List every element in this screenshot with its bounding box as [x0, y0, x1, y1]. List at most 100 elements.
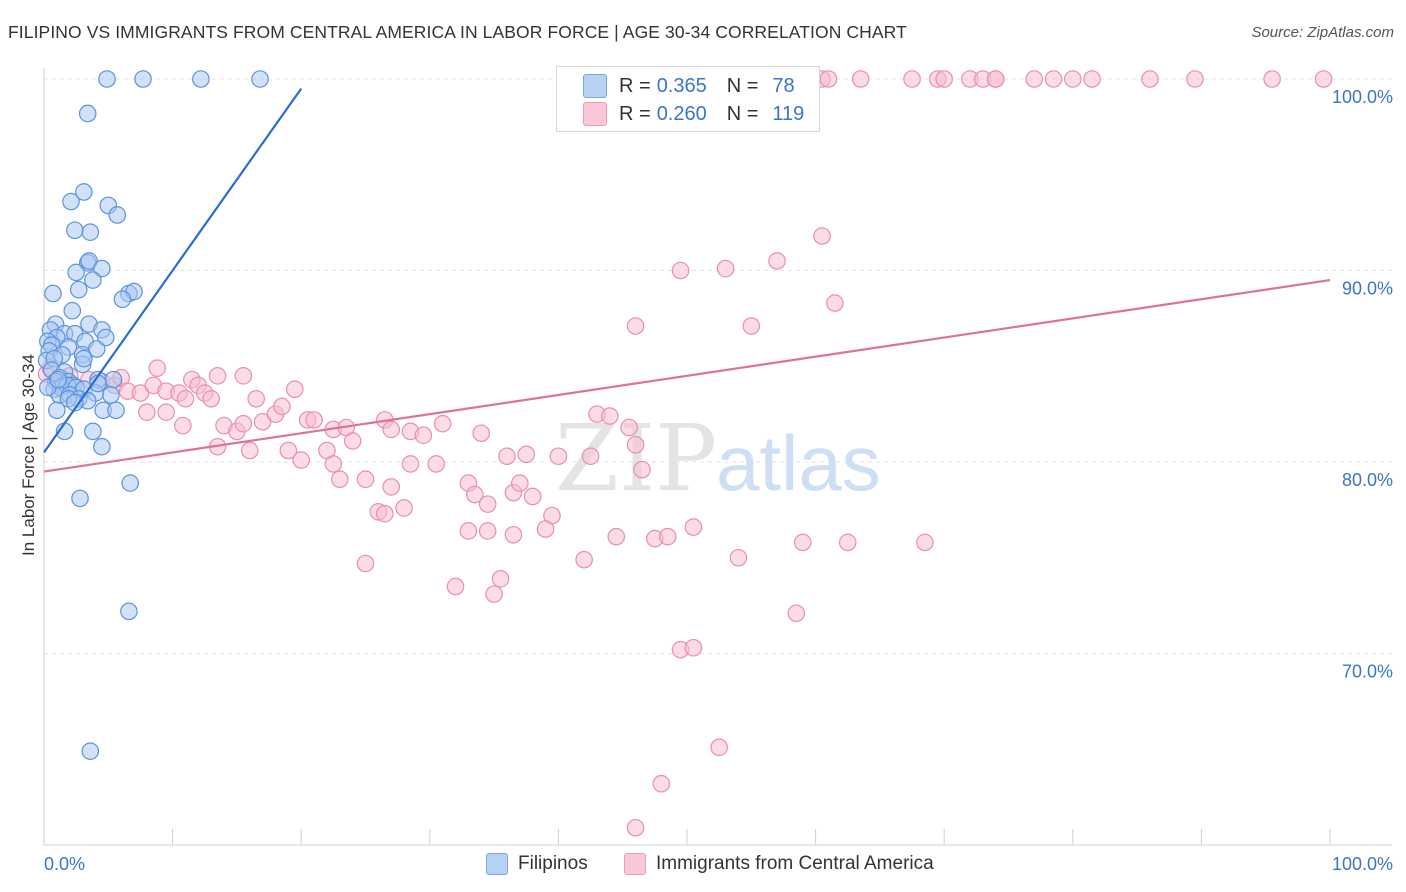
legend-r-label: R =: [619, 74, 651, 97]
bottom-legend-swatch-blue: [486, 853, 508, 875]
data-point: [504, 525, 523, 544]
legend-n-label: N =: [726, 74, 759, 97]
data-point: [48, 401, 66, 420]
data-point: [485, 585, 503, 603]
data-point: [536, 520, 555, 538]
data-point: [44, 284, 62, 303]
legend-row-filipinos: R = 0.365 N = 78: [583, 73, 795, 99]
data-point: [935, 70, 953, 88]
data-point: [478, 495, 497, 513]
data-point: [120, 602, 138, 621]
data-point: [63, 301, 82, 320]
data-point: [1141, 70, 1159, 88]
y-tick-label: 100.0%: [1332, 87, 1393, 107]
legend-r-value: 0.260: [656, 102, 707, 125]
x-tick-label: 0.0%: [44, 854, 85, 874]
watermark-atlas: atlas: [716, 419, 881, 507]
data-point: [523, 487, 542, 506]
data-point: [240, 441, 259, 460]
data-point: [729, 548, 748, 567]
data-point: [742, 317, 761, 335]
y-axis-label: In Labor Force | Age 30-34: [19, 354, 38, 556]
data-point: [67, 263, 85, 282]
data-point: [324, 455, 343, 473]
data-point: [292, 451, 310, 469]
legend-row-immigrants: R = 0.260 N = 119: [583, 101, 804, 127]
bottom-legend-swatch-pink: [624, 853, 646, 875]
data-point: [81, 223, 100, 241]
data-point: [626, 435, 645, 454]
legend-swatch-blue: [583, 74, 607, 98]
data-point: [84, 422, 102, 441]
data-point: [234, 414, 253, 433]
watermark-zip: ZIP: [555, 405, 717, 512]
data-point: [382, 420, 401, 439]
axis-layer: [43, 68, 1392, 846]
data-point: [148, 359, 166, 377]
data-point: [113, 290, 132, 309]
data-point: [511, 474, 529, 492]
data-point: [498, 447, 516, 466]
data-point: [75, 183, 93, 201]
data-point: [626, 818, 645, 837]
data-point: [192, 70, 210, 88]
data-point: [581, 447, 600, 466]
bottom-legend-immigrants: Immigrants from Central America: [624, 852, 934, 876]
data-point: [414, 426, 433, 444]
trend-line: [43, 87, 303, 454]
data-point: [138, 403, 156, 422]
data-point: [607, 527, 626, 546]
legend-r-value: 0.365: [656, 74, 707, 97]
data-point: [684, 518, 703, 536]
data-point: [549, 447, 568, 466]
data-point: [176, 390, 195, 408]
data-point: [478, 522, 497, 540]
data-point: [838, 533, 857, 552]
data-point: [279, 441, 298, 460]
chart-title: FILIPINO VS IMMIGRANTS FROM CENTRAL AMER…: [8, 22, 907, 42]
data-point: [813, 227, 831, 245]
legend-n-value: 78: [772, 74, 795, 97]
data-point: [285, 380, 304, 399]
data-point: [671, 261, 690, 280]
data-point: [633, 460, 651, 479]
data-point: [986, 70, 1005, 88]
data-point: [343, 432, 362, 450]
data-point: [1083, 70, 1101, 88]
bottom-legend-filipinos: Filipinos: [486, 852, 588, 876]
data-point: [96, 328, 115, 347]
data-point: [427, 455, 446, 473]
data-point: [208, 367, 227, 385]
legend: R = 0.365 N = 78 R = 0.260 N = 119: [556, 66, 820, 132]
data-point: [652, 774, 671, 793]
data-point: [819, 70, 838, 88]
data-point: [472, 424, 491, 443]
data-point: [710, 738, 728, 757]
data-point: [793, 533, 812, 552]
data-point: [626, 317, 645, 335]
data-point: [202, 390, 220, 408]
data-point: [1025, 70, 1044, 88]
data-point: [62, 192, 80, 211]
data-point: [234, 367, 253, 385]
data-point: [66, 221, 84, 240]
data-point: [1064, 70, 1082, 88]
data-point: [382, 478, 401, 496]
legend-swatch-pink: [583, 102, 607, 126]
data-point: [69, 280, 88, 299]
series-immigrants-points: [37, 70, 1333, 837]
data-point: [446, 577, 465, 596]
watermark: ZIP atlas: [555, 405, 881, 512]
data-point: [305, 411, 323, 429]
data-point: [78, 104, 97, 123]
data-point: [134, 70, 152, 88]
data-point: [787, 604, 806, 623]
data-point: [356, 470, 375, 489]
data-point: [575, 550, 593, 569]
data-point: [247, 390, 265, 408]
data-point: [459, 522, 478, 540]
trend-layer: [43, 87, 1331, 473]
chart-source: Source: ZipAtlas.com: [1251, 24, 1394, 41]
data-point: [658, 527, 677, 546]
